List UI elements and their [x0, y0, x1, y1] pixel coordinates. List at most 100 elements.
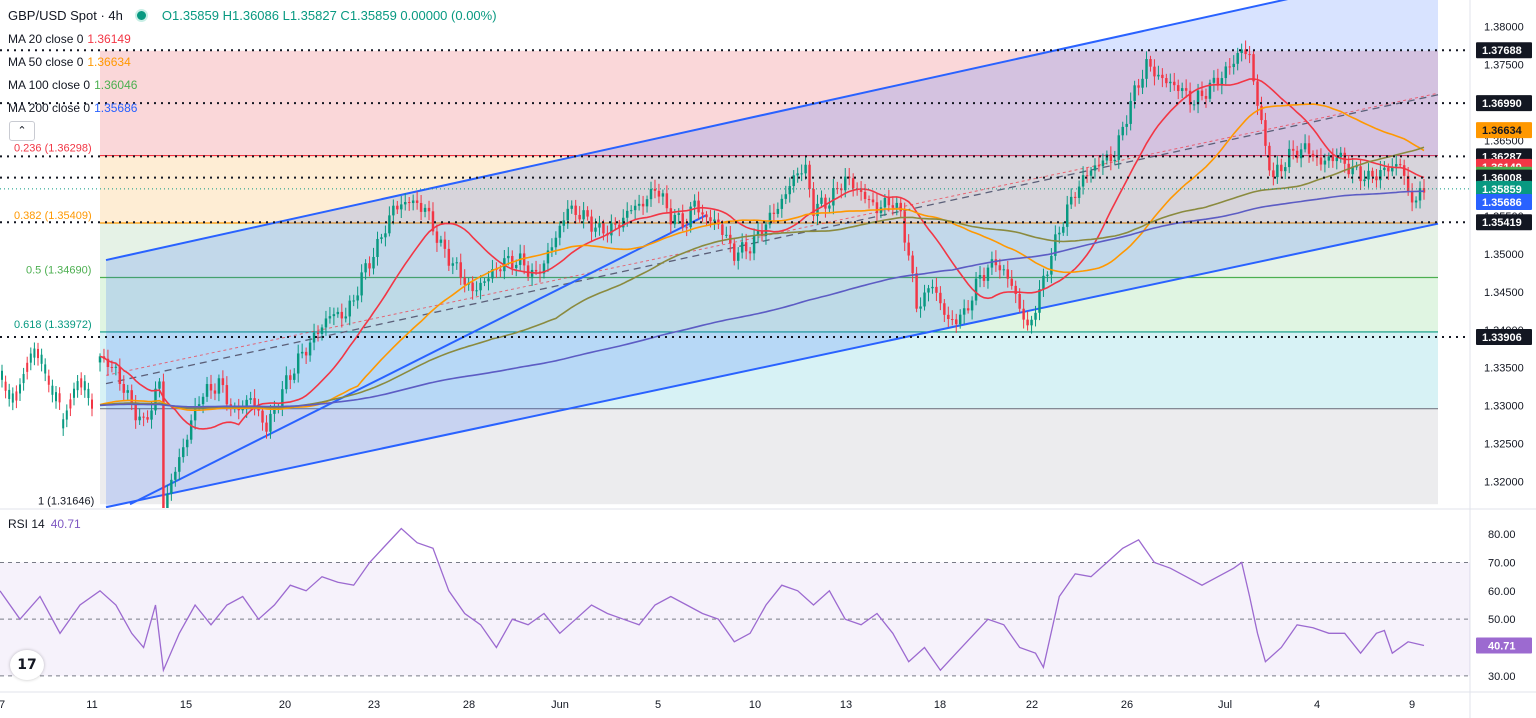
candle[interactable] [887, 197, 891, 206]
candle[interactable] [1319, 157, 1323, 165]
candle[interactable] [150, 410, 153, 420]
candle[interactable] [407, 201, 411, 204]
candle[interactable] [1089, 170, 1093, 176]
candle[interactable] [1208, 82, 1212, 99]
candle[interactable] [1414, 200, 1418, 203]
candle[interactable] [1379, 170, 1382, 181]
candle[interactable] [130, 390, 133, 404]
candle[interactable] [927, 288, 930, 293]
candle[interactable] [800, 173, 803, 175]
candle[interactable] [733, 243, 736, 261]
candle[interactable] [955, 319, 958, 325]
candle[interactable] [336, 311, 340, 315]
channel-lower-line[interactable] [105, 222, 1439, 508]
candle[interactable] [1367, 170, 1370, 180]
candle[interactable] [98, 356, 102, 363]
candle[interactable] [1066, 204, 1069, 227]
candle[interactable] [296, 353, 300, 374]
candle[interactable] [1327, 156, 1331, 161]
candle[interactable] [1244, 49, 1247, 55]
candle[interactable] [1331, 156, 1335, 162]
candle[interactable] [1141, 78, 1144, 88]
candle[interactable] [8, 389, 11, 400]
ma200-line[interactable] [99, 190, 1425, 408]
candle[interactable] [269, 413, 272, 432]
candle[interactable] [193, 406, 197, 421]
candle[interactable] [526, 265, 530, 277]
candle[interactable] [44, 364, 47, 374]
candle[interactable] [514, 264, 518, 269]
candle[interactable] [1232, 63, 1235, 68]
candle[interactable] [431, 211, 435, 232]
candle[interactable] [1157, 74, 1160, 77]
candle[interactable] [550, 247, 554, 251]
price-label-box[interactable] [1476, 328, 1532, 345]
candle[interactable] [1188, 90, 1192, 105]
candle[interactable] [15, 391, 18, 401]
candle[interactable] [26, 362, 29, 372]
candle[interactable] [923, 292, 926, 307]
candle[interactable] [166, 493, 169, 513]
candle[interactable] [178, 457, 181, 472]
candle[interactable] [427, 207, 431, 212]
candle[interactable] [871, 199, 875, 203]
candle[interactable] [138, 416, 141, 421]
candle[interactable] [574, 205, 577, 215]
candle[interactable] [37, 348, 39, 359]
candle[interactable] [673, 214, 677, 225]
candle[interactable] [1006, 269, 1010, 279]
candle[interactable] [919, 306, 922, 309]
candle[interactable] [1220, 78, 1224, 86]
candle[interactable] [265, 422, 268, 432]
candle[interactable] [1184, 88, 1188, 91]
candle[interactable] [1153, 66, 1156, 77]
candle[interactable] [1161, 74, 1164, 79]
candle[interactable] [4, 381, 7, 391]
candle[interactable] [986, 267, 990, 281]
candle[interactable] [83, 381, 86, 391]
candle[interactable] [154, 388, 157, 411]
candle[interactable] [1371, 170, 1374, 177]
channel-upper-line[interactable] [105, 0, 1438, 262]
candle[interactable] [62, 419, 65, 429]
candle[interactable] [225, 385, 229, 405]
symbol-title[interactable]: GBP/USD Spot · 4h [8, 8, 123, 23]
candle[interactable] [451, 263, 455, 266]
candle[interactable] [808, 164, 811, 189]
candle[interactable] [582, 210, 585, 220]
candle[interactable] [1303, 143, 1307, 150]
candle[interactable] [360, 272, 363, 296]
candle[interactable] [1204, 96, 1208, 99]
candle[interactable] [1145, 59, 1148, 79]
candle[interactable] [142, 416, 145, 418]
candle[interactable] [645, 199, 649, 207]
candle[interactable] [73, 388, 75, 398]
candle[interactable] [126, 390, 129, 393]
candle[interactable] [1375, 176, 1378, 181]
price-label-box[interactable] [1476, 42, 1532, 59]
candle[interactable] [253, 398, 256, 407]
price-label-box[interactable] [1476, 95, 1532, 112]
candle[interactable] [76, 381, 79, 391]
candle[interactable] [300, 351, 304, 354]
candle[interactable] [637, 203, 641, 206]
candle[interactable] [1022, 308, 1025, 320]
candle[interactable] [435, 231, 439, 243]
price-label-box[interactable] [1476, 180, 1532, 197]
candle[interactable] [1117, 135, 1120, 160]
candle[interactable] [285, 375, 288, 390]
candle[interactable] [1200, 90, 1204, 97]
candle[interactable] [241, 408, 244, 411]
candle[interactable] [915, 273, 918, 309]
candle[interactable] [289, 375, 292, 380]
candle[interactable] [1165, 78, 1168, 84]
candle[interactable] [970, 300, 974, 311]
candle[interactable] [1121, 126, 1124, 136]
candle[interactable] [1046, 274, 1049, 276]
candle[interactable] [1018, 293, 1021, 309]
candle[interactable] [122, 384, 126, 393]
candle[interactable] [1295, 150, 1299, 159]
candle[interactable] [883, 197, 887, 208]
candle[interactable] [653, 188, 657, 191]
candle[interactable] [245, 399, 248, 409]
